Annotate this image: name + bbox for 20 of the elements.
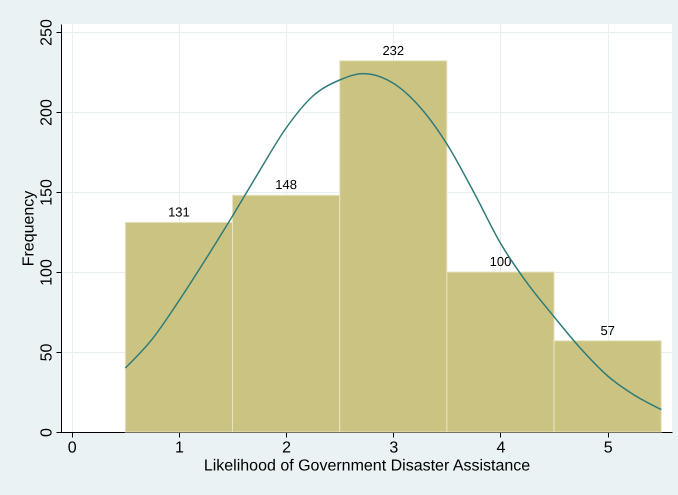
x-tick-label: 3: [389, 440, 398, 456]
y-tick-label: 250: [38, 19, 56, 46]
x-axis-title: Likelihood of Government Disaster Assistance: [204, 458, 530, 474]
data-label: 57: [600, 322, 615, 338]
x-tick-label: 2: [282, 440, 292, 456]
data-label: 148: [275, 177, 297, 192]
y-tick-label: 50: [38, 344, 56, 362]
y-tick-label: 0: [38, 428, 56, 437]
y-axis-title: Frequency: [20, 190, 38, 266]
x-tick-label: 4: [496, 440, 506, 456]
x-tick-label: 5: [604, 440, 613, 456]
x-tick-label: 1: [174, 440, 184, 456]
x-tick-label: 0: [68, 440, 77, 456]
line-series: [124, 72, 662, 410]
y-tick-label: 200: [38, 99, 56, 126]
y-tick-label: 150: [38, 179, 56, 206]
data-label: 131: [168, 204, 190, 220]
data-label: 100: [490, 254, 512, 269]
data-label: 232: [382, 42, 404, 58]
y-tick-label: 100: [38, 259, 56, 286]
